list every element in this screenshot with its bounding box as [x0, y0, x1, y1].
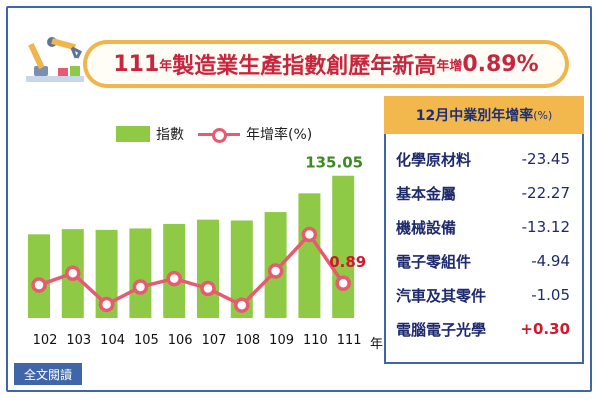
title-growth-label: 年增 [436, 58, 463, 74]
industry-panel-title: 12月中業別年增率 [415, 108, 534, 124]
industry-growth-panel: 12月中業別年增率 (%) 化學原材料 -23.45 基本金屬 -22.27 機械設備 -… [384, 96, 584, 364]
rate-point-105 [132, 279, 149, 295]
robot-arm-icon [26, 37, 84, 82]
rate-point-111 [335, 275, 351, 291]
bar-108 [230, 220, 253, 318]
bar-110 [298, 193, 321, 318]
industry-row: 汽車及其零件 -1.05 [396, 280, 570, 310]
title-growth-value: 0.89% [462, 51, 539, 77]
industry-panel-header: 12月中業別年增率 (%) [384, 96, 584, 134]
title-main: 製造業生產指數創歷年新高 [172, 54, 437, 79]
title-banner: 111 年 製造業生產指數創歷年新高 年增 0.89% [83, 40, 569, 88]
x-axis-year-suffix: 年 [370, 337, 384, 352]
industry-name: 電腦電子光學 [396, 320, 487, 339]
x-tick-104: 104 [100, 333, 125, 348]
bar-104 [95, 229, 118, 318]
legend-index-label: 指數 [156, 127, 184, 143]
industry-value: -1.05 [531, 286, 570, 304]
industry-value: -23.45 [521, 150, 570, 168]
x-tick-102: 102 [32, 333, 58, 348]
industry-name: 基本金屬 [396, 184, 457, 203]
rate-line [38, 231, 345, 308]
rate-point-108 [234, 297, 250, 313]
x-tick-108: 108 [235, 333, 261, 348]
industry-name: 機械設備 [396, 218, 457, 237]
legend-rate-label: 年增率(%) [246, 127, 313, 143]
legend-bar-swatch [116, 126, 150, 142]
read-full-text-button[interactable]: 全文閱讀 [14, 363, 83, 385]
legend-line-swatch [198, 126, 240, 143]
industry-row: 電子零組件 -4.94 [396, 246, 570, 276]
x-tick-107: 107 [201, 333, 227, 348]
x-tick-106: 106 [167, 333, 193, 348]
industry-name: 汽車及其零件 [396, 286, 487, 305]
industry-row: 電腦電子光學 +0.30 [396, 314, 570, 344]
industry-row: 化學原材料 -23.45 [396, 144, 570, 174]
x-tick-105: 105 [133, 333, 159, 348]
x-tick-111: 111 [336, 333, 362, 348]
industry-name: 電子零組件 [396, 252, 472, 271]
x-tick-110: 110 [302, 333, 328, 348]
bar-102 [28, 234, 50, 318]
rate-point-104 [98, 296, 115, 313]
chart-legend: 指數 年增率(%) [116, 124, 312, 144]
rate-point-110 [301, 226, 318, 243]
rate-point-102 [31, 277, 47, 293]
rate-point-106 [166, 270, 182, 287]
industry-row: 基本金屬 -22.27 [396, 178, 570, 208]
rate-point-107 [200, 280, 216, 297]
infographic-frame: 111 年 製造業生產指數創歷年新高 年增 0.89% 指數 年增率(%) 13… [6, 6, 592, 392]
bar-111 [332, 175, 355, 318]
label-rate-last: 0.89 [329, 253, 366, 271]
production-index-chart: 135.05 0.89 [28, 154, 366, 318]
x-tick-109: 109 [269, 333, 294, 348]
industry-value: +0.30 [520, 320, 570, 338]
label-index-last: 135.05 [305, 154, 363, 172]
industry-value: -4.94 [531, 252, 570, 270]
bar-107 [197, 219, 219, 318]
industry-row: 機械設備 -13.12 [396, 212, 570, 242]
industry-value: -13.12 [521, 218, 570, 236]
x-tick-103: 103 [66, 333, 92, 348]
title-year: 111 [113, 51, 160, 77]
industry-name: 化學原材料 [396, 150, 472, 169]
title-year-suffix: 年 [159, 58, 173, 74]
rate-point-109 [267, 263, 284, 279]
industry-panel-unit: (%) [533, 108, 553, 122]
industry-value: -22.27 [521, 184, 570, 202]
page-title: 111 年 製造業生產指數創歷年新高 年增 0.89% [87, 44, 565, 84]
bar-105 [129, 228, 152, 318]
rate-point-103 [65, 265, 81, 282]
